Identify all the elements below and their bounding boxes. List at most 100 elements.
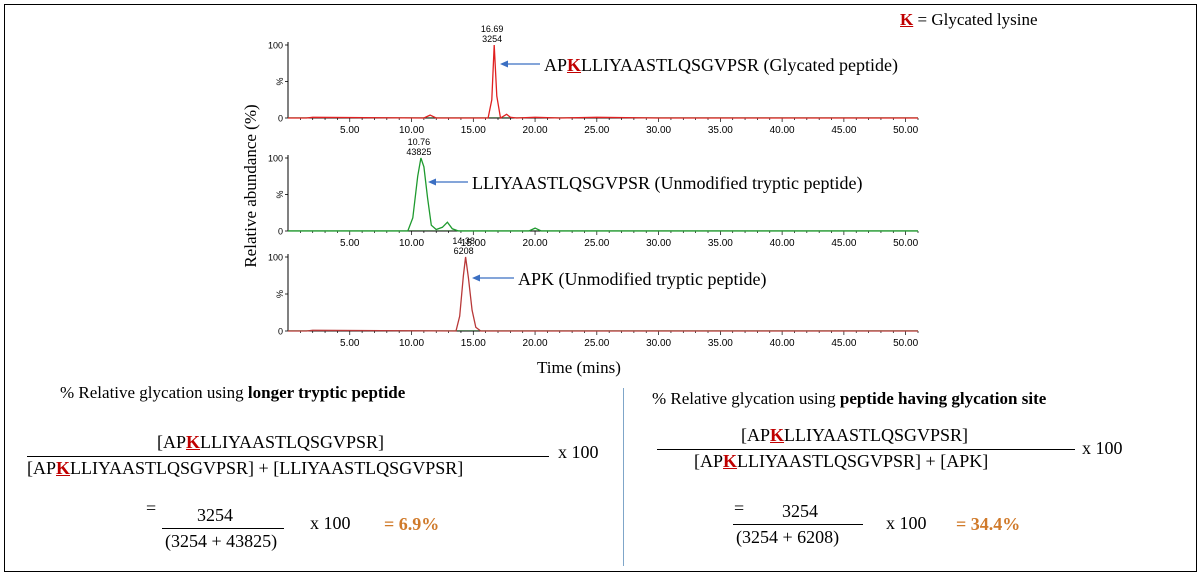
right-val-times: x 100	[886, 513, 927, 533]
right-numerator: [APKLLIYAASTLQSGVPSR]	[741, 425, 968, 446]
annotation-unmodified-long: LLIYAASTLQSGVPSR (Unmodified tryptic pep…	[472, 173, 863, 193]
x-tick-label: 20.00	[523, 238, 548, 249]
right-fraction-line	[657, 449, 1075, 450]
lden-pre: [AP	[27, 458, 57, 478]
x-tick-label: 25.00	[584, 238, 609, 249]
annot-k: K	[567, 55, 582, 75]
x-tick-label: 10.00	[399, 338, 424, 349]
rnum-post: LLIYAASTLQSGVPSR]	[784, 425, 969, 445]
legend-text: = Glycated lysine	[917, 10, 1038, 29]
x-tick-label: 40.00	[770, 238, 795, 249]
peak-time-label: 16.69	[481, 24, 504, 34]
annotation-apk: APK (Unmodified tryptic peptide)	[518, 269, 767, 289]
panel-divider	[623, 388, 624, 566]
rden-k: K	[723, 451, 738, 471]
x-tick-label: 50.00	[893, 125, 918, 136]
right-heading: % Relative glycation using peptide havin…	[652, 389, 1046, 409]
x-tick-label: 5.00	[340, 238, 360, 249]
annot-suffix: LLIYAASTLQSGVPSR (Glycated peptide)	[581, 55, 898, 75]
rnum-pre: [AP	[741, 425, 771, 445]
x-tick-label: 20.00	[523, 125, 548, 136]
peak-time-label: 10.76	[408, 137, 431, 147]
legend-note: K = Glycated lysine	[900, 10, 1038, 30]
right-eq: =	[734, 498, 745, 518]
x-tick-label: 35.00	[708, 338, 733, 349]
y-tick-label: %	[275, 77, 285, 85]
x-tick-label: 45.00	[831, 125, 856, 136]
right-val-den: (3254 + 6208)	[736, 527, 840, 547]
x-tick-label: 25.00	[584, 338, 609, 349]
x-tick-label: 30.00	[646, 238, 671, 249]
x-tick-label: 20.00	[523, 338, 548, 349]
x-tick-label: 50.00	[893, 238, 918, 249]
left-denominator: [APKLLIYAASTLQSGVPSR] + [LLIYAASTLQSGVPS…	[27, 458, 463, 479]
y-tick-label: 0	[278, 327, 283, 337]
left-heading-bold: longer tryptic peptide	[247, 383, 406, 402]
y-tick-label: %	[275, 190, 285, 198]
y-tick-label: 100	[268, 41, 283, 51]
y-axis-label: Relative abundance (%)	[241, 104, 260, 267]
peak-intensity-label: 43825	[406, 147, 431, 157]
arrow-head-0	[500, 60, 508, 68]
x-tick-label: 5.00	[340, 125, 360, 136]
lden-k: K	[56, 458, 71, 478]
x-tick-label: 35.00	[708, 238, 733, 249]
rden-post: LLIYAASTLQSGVPSR] + [APK]	[737, 451, 989, 471]
right-val-line	[733, 524, 863, 525]
rnum-k: K	[770, 425, 785, 445]
y-tick-label: %	[275, 290, 285, 298]
right-val-num: 3254	[782, 501, 818, 521]
left-times: x 100	[558, 442, 599, 462]
series-line-1	[288, 157, 918, 232]
left-heading: % Relative glycation using longer trypti…	[60, 383, 405, 403]
y-tick-label: 100	[268, 253, 283, 263]
series-line-0	[288, 44, 918, 120]
left-val-times: x 100	[310, 513, 351, 533]
arrow-head-2	[472, 274, 480, 282]
left-numerator: [APKLLIYAASTLQSGVPSR]	[157, 432, 384, 453]
left-fraction-line	[27, 456, 549, 457]
x-tick-label: 15.00	[461, 338, 486, 349]
peak-time-label: 14.38	[452, 236, 475, 246]
x-tick-label: 30.00	[646, 125, 671, 136]
peak-intensity-label: 3254	[482, 34, 502, 44]
x-tick-label: 10.00	[399, 238, 424, 249]
lnum-post: LLIYAASTLQSGVPSR]	[200, 432, 385, 452]
x-tick-label: 45.00	[831, 238, 856, 249]
x-tick-label: 40.00	[770, 338, 795, 349]
x-tick-label: 10.00	[399, 125, 424, 136]
left-eq: =	[146, 498, 157, 518]
y-tick-label: 0	[278, 114, 283, 124]
lnum-k: K	[186, 432, 201, 452]
lden-post: LLIYAASTLQSGVPSR] + [LLIYAASTLQSGVPSR]	[70, 458, 464, 478]
left-result: = 6.9%	[384, 514, 440, 534]
left-val-den: (3254 + 43825)	[165, 531, 278, 551]
arrow-head-1	[428, 178, 436, 186]
x-axis-label: Time (mins)	[537, 358, 621, 377]
x-tick-label: 5.00	[340, 338, 360, 349]
left-val-line	[162, 528, 284, 529]
x-tick-label: 40.00	[770, 125, 795, 136]
peak-intensity-label: 6208	[454, 246, 474, 256]
right-heading-bold: peptide having glycation site	[839, 389, 1047, 408]
series-line-2	[288, 256, 918, 332]
right-heading-plain: % Relative glycation using	[652, 389, 840, 408]
right-denominator: [APKLLIYAASTLQSGVPSR] + [APK]	[694, 451, 988, 472]
rden-pre: [AP	[694, 451, 724, 471]
x-tick-label: 50.00	[893, 338, 918, 349]
x-tick-label: 45.00	[831, 338, 856, 349]
lnum-pre: [AP	[157, 432, 187, 452]
left-heading-plain: % Relative glycation using	[60, 383, 248, 402]
chromatogram-chart: Relative abundance (%) 5.00 10.00 15.00 20.…	[241, 24, 919, 349]
x-tick-label: 15.00	[461, 238, 486, 249]
annotation-glycated: APKLLIYAASTLQSGVPSR (Glycated peptide)	[544, 55, 898, 76]
legend-k: K	[900, 10, 914, 29]
left-val-num: 3254	[197, 505, 233, 525]
x-tick-label: 35.00	[708, 125, 733, 136]
right-result: = 34.4%	[956, 514, 1021, 534]
x-tick-label: 30.00	[646, 338, 671, 349]
x-tick-label: 15.00	[461, 125, 486, 136]
right-times: x 100	[1082, 438, 1123, 458]
y-tick-label: 100	[268, 154, 283, 164]
annot-prefix: AP	[544, 55, 568, 75]
